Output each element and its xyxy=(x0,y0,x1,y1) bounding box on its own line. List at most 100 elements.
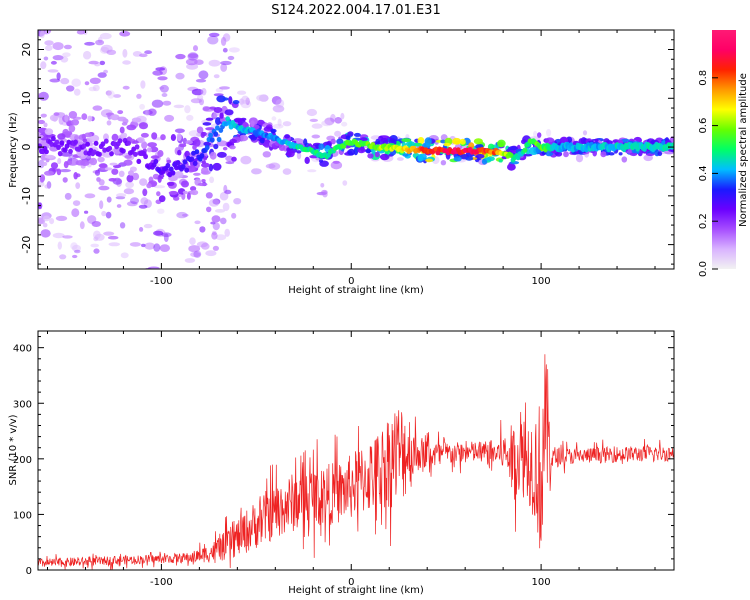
heatmap-cell xyxy=(465,156,474,161)
heatmap-cell xyxy=(186,114,194,121)
spectrogram-heatmap xyxy=(38,30,674,269)
heatmap-cell xyxy=(46,181,52,189)
heatmap-cell xyxy=(271,96,282,105)
heatmap-cell xyxy=(182,159,188,165)
heatmap-cell xyxy=(62,147,68,153)
heatmap-cell xyxy=(73,172,78,180)
heatmap-cell xyxy=(374,151,380,158)
heatmap-cell xyxy=(225,116,231,122)
heatmap-cell xyxy=(72,200,81,207)
heatmap-cell xyxy=(157,208,165,214)
heatmap-cell xyxy=(56,144,61,150)
heatmap-cell xyxy=(90,243,99,248)
heatmap-cell xyxy=(49,218,55,225)
heatmap-cell xyxy=(190,251,201,258)
heatmap-cell xyxy=(52,232,65,239)
heatmap-cell xyxy=(330,138,336,145)
heatmap-cell xyxy=(184,150,190,158)
heatmap-cell xyxy=(82,138,88,143)
heatmap-cell xyxy=(286,150,295,158)
heatmap-cell xyxy=(198,70,209,80)
spectrogram-frame xyxy=(37,29,675,270)
colorbar: 0.0 0.2 0.4 0.6 0.8 Normalized spectral ampl… xyxy=(698,30,749,277)
heatmap-cell xyxy=(223,184,228,194)
heatmap-cell xyxy=(212,222,220,231)
snr-y-tick-label: 200 xyxy=(13,455,32,466)
heatmap-cell xyxy=(44,154,55,159)
heatmap-cell xyxy=(134,144,140,150)
heatmap-cell xyxy=(497,139,506,148)
heatmap-cell xyxy=(201,88,207,96)
heatmap-cell xyxy=(152,70,163,76)
heatmap-cell xyxy=(147,266,160,269)
heatmap-cell xyxy=(52,42,64,51)
heatmap-cell xyxy=(160,134,166,141)
heatmap-cell xyxy=(353,132,361,137)
heatmap-cell xyxy=(233,198,242,205)
heatmap-cell xyxy=(129,242,141,247)
heatmap-cell xyxy=(117,116,127,122)
heatmap-cell xyxy=(84,193,96,199)
heatmap-cell xyxy=(222,47,228,53)
heatmap-cell xyxy=(153,158,159,164)
heatmap-cell xyxy=(193,250,202,258)
heatmap-cell xyxy=(71,119,80,126)
heatmap-cell xyxy=(657,151,663,156)
heatmap-cell xyxy=(43,122,48,128)
heatmap-cell xyxy=(44,40,54,46)
heatmap-cell xyxy=(131,117,142,123)
heatmap-cell xyxy=(83,50,92,60)
heatmap-cell xyxy=(229,145,236,150)
heatmap-cell xyxy=(459,138,466,145)
heatmap-cell xyxy=(146,183,152,189)
heatmap-cell xyxy=(192,160,198,166)
heatmap-cell xyxy=(153,185,166,189)
colorbar-gradient xyxy=(712,30,736,269)
heatmap-cell xyxy=(201,242,210,250)
heatmap-cell xyxy=(105,211,112,219)
heatmap-cell xyxy=(119,31,131,37)
heatmap-cell xyxy=(109,151,114,157)
heatmap-cell xyxy=(215,234,227,241)
heatmap-cell xyxy=(149,146,159,153)
heatmap-cell xyxy=(575,154,584,163)
heatmap-cell xyxy=(59,254,67,260)
heatmap-cell xyxy=(103,231,115,236)
heatmap-cell xyxy=(336,138,344,145)
heatmap-cell xyxy=(425,158,433,163)
heatmap-cell xyxy=(113,94,121,98)
heatmap-cell xyxy=(97,72,107,78)
heatmap-cell xyxy=(307,169,317,173)
heatmap-cell xyxy=(208,59,221,67)
heatmap-cell xyxy=(132,51,142,57)
heatmap-cell xyxy=(75,182,81,190)
heatmap-cell xyxy=(126,201,138,207)
heatmap-cell xyxy=(93,230,101,240)
heatmap-cell xyxy=(91,221,102,227)
heatmap-cell xyxy=(150,155,160,159)
heatmap-cell xyxy=(133,151,138,157)
heatmap-cell xyxy=(582,130,588,136)
heatmap-cell xyxy=(153,230,164,236)
heatmap-cell xyxy=(379,153,390,161)
heatmap-cell xyxy=(68,124,76,133)
heatmap-cell xyxy=(56,168,62,176)
heatmap-cell xyxy=(64,192,72,200)
heatmap-cell xyxy=(231,212,237,219)
heatmap-cell xyxy=(51,136,56,142)
heatmap-cell xyxy=(340,112,345,120)
heatmap-cell xyxy=(629,152,638,157)
heatmap-cell xyxy=(185,140,193,145)
heatmap-cell xyxy=(163,233,169,243)
heatmap-cell xyxy=(225,161,235,165)
heatmap-cell xyxy=(139,122,148,130)
heatmap-cell xyxy=(43,56,49,61)
heatmap-cell xyxy=(100,44,113,53)
heatmap-cell xyxy=(45,45,53,51)
snr-y-tick-label: 100 xyxy=(13,510,32,521)
heatmap-cell xyxy=(44,184,50,189)
heatmap-cell xyxy=(136,93,142,99)
heatmap-cell xyxy=(60,56,69,63)
heatmap-cell xyxy=(200,131,205,138)
heatmap-cell xyxy=(122,85,130,90)
